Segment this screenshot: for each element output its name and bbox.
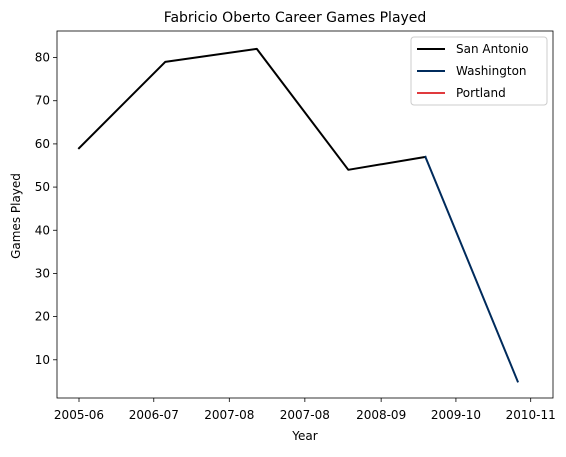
- y-tick-label: 20: [35, 310, 50, 324]
- series-line-san-antonio: [77, 47, 427, 171]
- plot-area: 10 20 30 40 50 60 70 80 2005-06 2006-07 2007-08 200…: [35, 30, 556, 422]
- chart-title: Fabricio Oberto Career Games Played: [164, 10, 427, 26]
- x-tick-label: 2005-06: [54, 408, 104, 422]
- y-tick-label: 70: [35, 94, 50, 108]
- y-tick-label: 50: [35, 180, 50, 194]
- y-tick-label: 30: [35, 266, 50, 280]
- x-tick-label: 2009-10: [431, 408, 481, 422]
- x-axis-label: Year: [291, 429, 317, 443]
- x-tick-label: 2008-09: [356, 408, 406, 422]
- y-tick-label: 80: [35, 51, 50, 65]
- legend-label-washington: Washington: [456, 64, 527, 78]
- x-tick-label: 2007-08: [280, 408, 330, 422]
- x-tick-label: 2006-07: [129, 408, 179, 422]
- x-tick-label: 2007-08: [204, 408, 254, 422]
- y-axis-label: Games Played: [9, 173, 23, 259]
- y-tick-label: 10: [35, 353, 50, 367]
- legend-label-san-antonio: San Antonio: [456, 42, 529, 56]
- series-line-washington: [424, 155, 520, 383]
- legend-label-portland: Portland: [456, 86, 506, 100]
- y-tick-label: 60: [35, 137, 50, 151]
- legend-box: [410, 36, 548, 106]
- legend: San Antonio Washington Portland: [410, 36, 548, 106]
- y-tick-label: 40: [35, 223, 50, 237]
- x-tick-label: 2010-11: [506, 408, 556, 422]
